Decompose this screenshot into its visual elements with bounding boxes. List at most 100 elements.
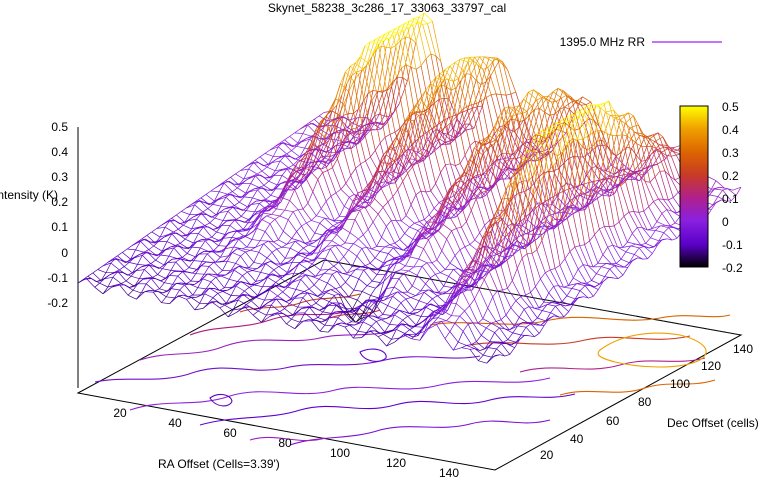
mesh-line	[259, 299, 265, 309]
mesh-line	[284, 200, 291, 211]
mesh-line	[282, 142, 292, 151]
mesh-line	[461, 73, 467, 81]
mesh-line	[522, 142, 532, 181]
mesh-line	[327, 167, 333, 171]
mesh-line	[520, 235, 530, 245]
mesh-line	[244, 229, 251, 237]
mesh-line	[226, 219, 235, 222]
z-tick-2: 0.3	[51, 170, 68, 184]
mesh-line	[486, 327, 495, 333]
mesh-line	[478, 228, 488, 257]
mesh-line	[191, 218, 197, 230]
mesh-line	[392, 145, 398, 150]
mesh-line	[287, 211, 294, 220]
mesh-line	[256, 297, 265, 301]
mesh-line	[278, 239, 287, 245]
mesh-line	[425, 277, 431, 285]
mesh-line	[722, 189, 732, 202]
mesh-line	[519, 167, 529, 205]
mesh-line	[350, 308, 360, 319]
mesh-line	[522, 141, 528, 145]
mesh-line	[670, 222, 676, 227]
mesh-line	[274, 215, 281, 220]
mesh-line	[658, 198, 664, 200]
mesh-line	[288, 254, 298, 263]
mesh-line	[600, 100, 610, 109]
mesh-line	[549, 113, 555, 116]
mesh-line	[534, 154, 544, 210]
mesh-line	[200, 194, 207, 199]
mesh-line	[404, 142, 414, 165]
mesh-line	[462, 323, 469, 332]
mesh-line	[647, 253, 653, 260]
mesh-line	[176, 283, 185, 286]
mesh-line	[287, 286, 296, 290]
mesh-line	[421, 238, 427, 240]
mesh-line	[130, 270, 137, 277]
z-axis-label: Intensity (K)	[0, 188, 58, 202]
mesh-line	[655, 225, 661, 231]
mesh-line	[278, 231, 284, 240]
mesh-line	[529, 208, 535, 214]
mesh-line	[266, 215, 276, 220]
mesh-line	[609, 268, 619, 279]
mesh-line	[480, 229, 490, 266]
mesh-line	[479, 225, 485, 233]
mesh-line	[590, 104, 600, 107]
mesh-line	[392, 323, 402, 331]
mesh-line	[365, 185, 375, 209]
mesh-line	[544, 198, 550, 203]
mesh-line	[365, 115, 375, 132]
mesh-line	[185, 238, 194, 244]
mesh-line	[177, 271, 183, 277]
mesh-line	[407, 285, 413, 293]
mesh-line	[537, 233, 543, 239]
mesh-line	[340, 302, 350, 312]
mesh-line	[165, 271, 175, 279]
mesh-line	[202, 278, 212, 283]
mesh-line	[384, 295, 393, 301]
mesh-line	[583, 113, 593, 133]
mesh-line	[350, 175, 360, 197]
mesh-line	[195, 273, 205, 275]
mesh-line	[386, 314, 395, 320]
mesh-line	[443, 79, 453, 122]
mesh-line	[431, 262, 441, 273]
mesh-line	[400, 220, 410, 228]
mesh-line	[263, 240, 269, 245]
mesh-line	[643, 206, 649, 212]
mesh-line	[141, 238, 151, 243]
mesh-line	[360, 160, 366, 165]
mesh-line	[291, 150, 301, 158]
mesh-line	[275, 298, 285, 309]
mesh-line	[508, 237, 518, 269]
mesh-line	[571, 288, 581, 291]
mesh-line	[432, 295, 438, 300]
mesh-line	[457, 204, 466, 210]
mesh-line	[404, 226, 410, 234]
mesh-line	[245, 162, 254, 168]
mesh-line	[301, 138, 310, 143]
mesh-line	[264, 199, 273, 208]
mesh-line	[482, 75, 492, 106]
mesh-line	[554, 90, 564, 115]
mesh-line	[117, 255, 126, 263]
mesh-line	[410, 204, 420, 222]
mesh-line	[308, 288, 318, 297]
mesh-line	[524, 212, 530, 218]
mesh-line	[457, 194, 467, 222]
mesh-line	[663, 232, 673, 241]
mesh-line	[428, 208, 435, 216]
mesh-line	[401, 67, 411, 117]
mesh-line	[186, 246, 193, 254]
mesh-line	[446, 285, 456, 293]
mesh-line	[320, 292, 327, 299]
mesh-line	[131, 240, 141, 246]
mesh-line	[130, 254, 140, 260]
mesh-line	[360, 163, 370, 190]
mesh-line	[456, 115, 466, 156]
mesh-line	[410, 256, 419, 260]
mesh-line	[272, 146, 279, 157]
mesh-line	[216, 248, 226, 253]
mesh-line	[295, 166, 302, 172]
